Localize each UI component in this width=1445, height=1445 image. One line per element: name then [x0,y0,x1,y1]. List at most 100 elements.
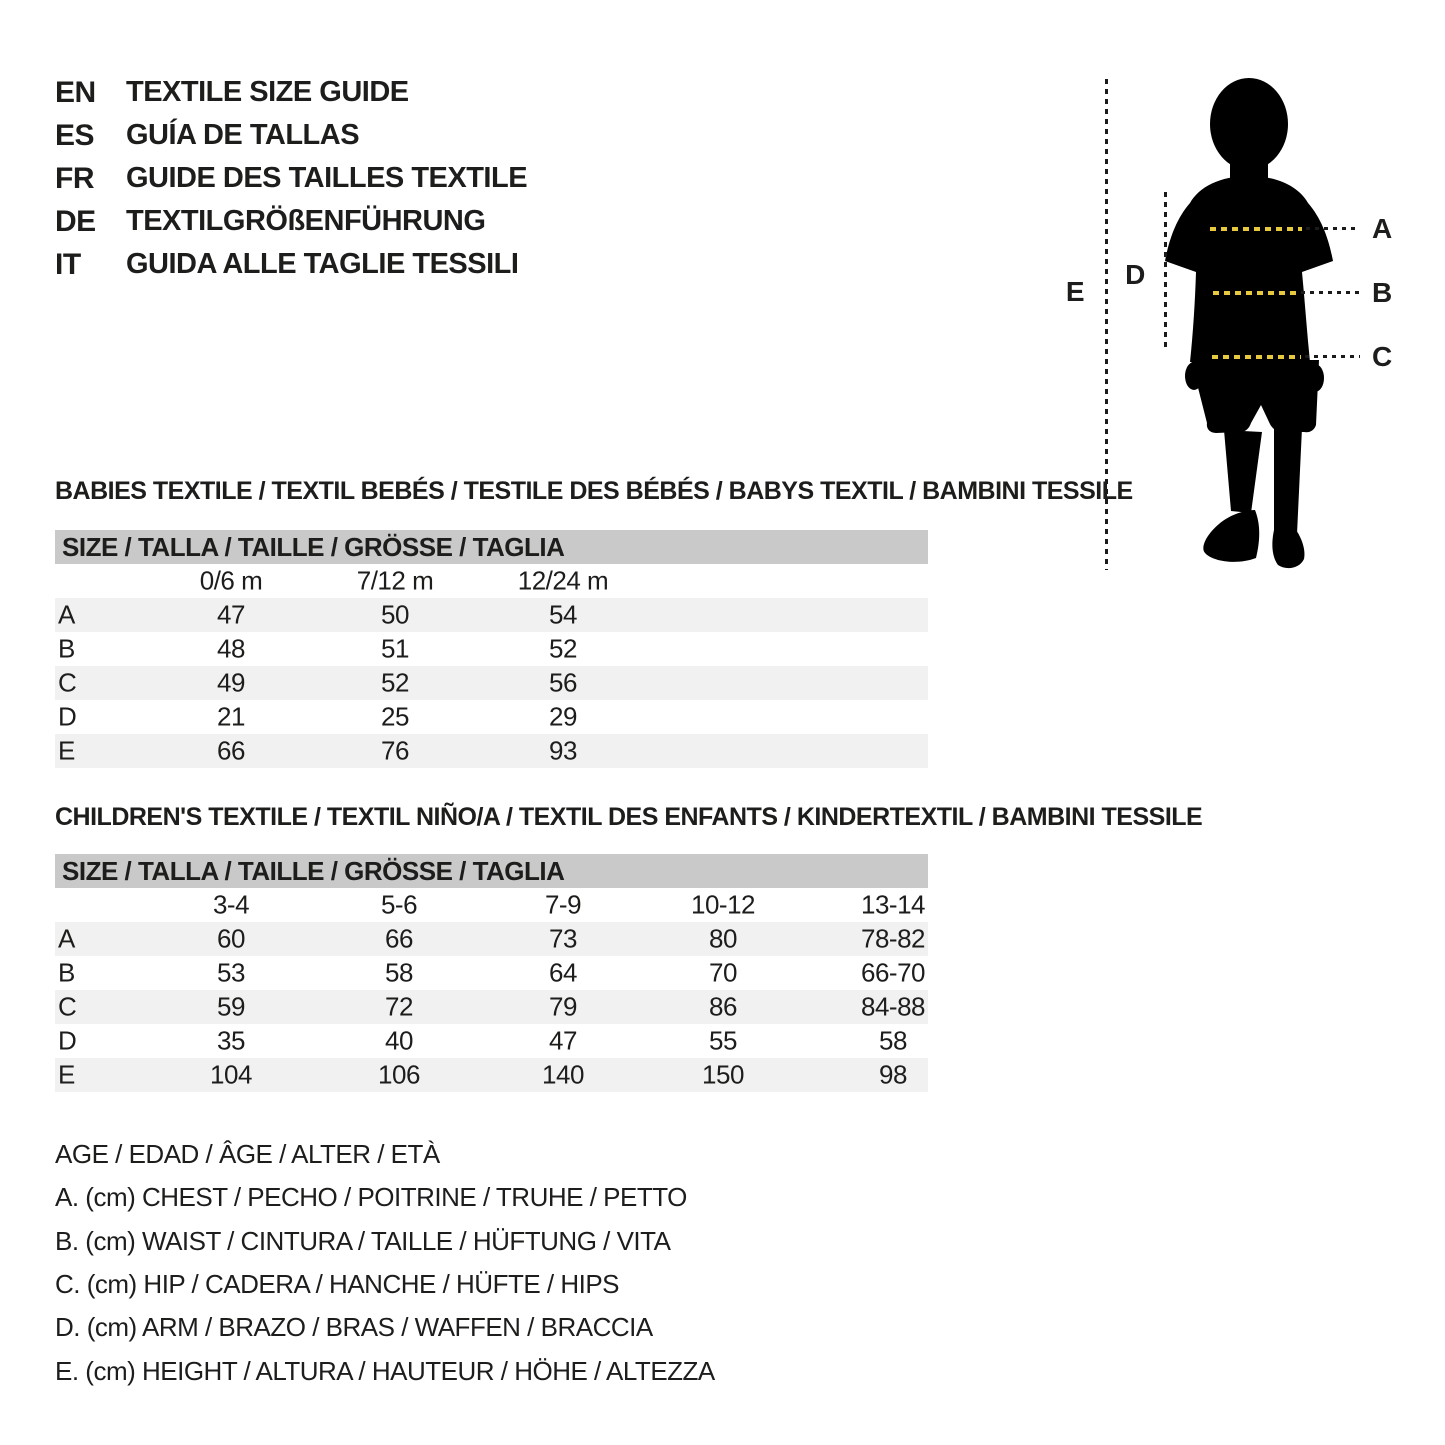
children-row-a: A 60 66 73 80 78-82 [55,922,928,956]
table-cell: 49 [217,667,245,698]
table-cell: 66 [217,735,245,766]
legend-waist: B. (cm) WAIST / CINTURA / TAILLE / HÜFTU… [55,1225,671,1256]
babies-row-d: D 21 25 29 [55,700,928,734]
measurement-figure: A B C D E [1050,60,1445,590]
table-cell: 48 [217,633,245,664]
figure-marker-e: E [1065,276,1085,307]
babies-row-e: E 66 76 93 [55,734,928,768]
babies-size-bar-label: SIZE / TALLA / TAILLE / GRÖSSE / TAGLIA [62,531,565,562]
table-cell: 59 [217,991,245,1022]
chest-dotted-extension-a [1306,227,1360,230]
table-cell: 53 [217,957,245,988]
table-cell: 64 [549,957,577,988]
table-cell: 66 [385,923,413,954]
lang-row-es: ES GUÍA DE TALLAS [55,114,527,157]
legend-chest: A. (cm) CHEST / PECHO / POITRINE / TRUHE… [55,1182,687,1213]
height-dotted-line-e [1105,79,1108,570]
table-cell: 21 [217,701,245,732]
figure-marker-a: A [1372,213,1392,244]
babies-col-header-2: 7/12 m [356,565,434,596]
lang-code-en: EN [55,75,96,109]
table-cell: 51 [381,633,409,664]
waist-dotted-extension-b [1301,291,1360,294]
table-cell: 35 [217,1025,245,1056]
table-cell: 98 [879,1059,907,1090]
table-cell: 60 [217,923,245,954]
measurement-legend: AGE / EDAD / ÂGE / ALTER / ETÀ A. (cm) C… [55,1133,715,1393]
lang-title-fr: GUIDE DES TAILLES TEXTILE [126,162,528,194]
waist-dash-line-b [1213,291,1297,295]
table-cell: 52 [549,633,577,664]
table-cell: 76 [381,735,409,766]
chest-dash-line-a [1210,227,1302,231]
children-col-header-5: 13-14 [861,889,926,920]
row-label: D [58,1025,77,1056]
children-table: SIZE / TALLA / TAILLE / GRÖSSE / TAGLIA … [55,854,928,1092]
legend-hip: C. (cm) HIP / CADERA / HANCHE / HÜFTE / … [55,1269,620,1300]
row-label: B [58,633,75,664]
row-label: E [58,735,75,766]
row-label: A [58,923,75,954]
lang-row-it: IT GUIDA ALLE TAGLIE TESSILI [55,243,527,286]
table-cell: 79 [549,991,577,1022]
arm-dotted-line-d [1164,192,1167,347]
lang-title-es: GUÍA DE TALLAS [126,119,360,151]
babies-column-headers: 0/6 m 7/12 m 12/24 m [55,564,928,598]
children-col-header-2: 5-6 [380,889,418,920]
children-size-bar: SIZE / TALLA / TAILLE / GRÖSSE / TAGLIA [55,854,928,888]
children-col-header-4: 10-12 [691,889,756,920]
babies-heading: BABIES TEXTILE / TEXTIL BEBÉS / TESTILE … [55,477,1133,505]
legend-arm: D. (cm) ARM / BRAZO / BRAS / WAFFEN / BR… [55,1312,653,1343]
children-size-bar-label: SIZE / TALLA / TAILLE / GRÖSSE / TAGLIA [62,855,565,886]
language-title-block: EN TEXTILE SIZE GUIDE ES GUÍA DE TALLAS … [55,71,528,286]
babies-size-bar: SIZE / TALLA / TAILLE / GRÖSSE / TAGLIA [55,530,928,564]
lang-code-fr: FR [55,161,95,195]
row-label: B [58,957,75,988]
table-cell: 55 [709,1025,737,1056]
lang-title-de: TEXTILGRÖßENFÜHRUNG [126,205,486,237]
children-col-header-3: 7-9 [544,889,582,920]
table-cell: 52 [381,667,409,698]
table-cell: 80 [709,923,737,954]
table-cell: 56 [549,667,577,698]
babies-col-header-1: 0/6 m [199,565,263,596]
table-cell: 73 [549,923,577,954]
figure-marker-b: B [1372,277,1392,308]
child-silhouette-image [1165,78,1333,569]
lang-title-en: TEXTILE SIZE GUIDE [126,76,409,108]
table-cell: 40 [385,1025,413,1056]
children-col-header-1: 3-4 [212,889,250,920]
table-cell: 93 [549,735,577,766]
table-cell: 54 [549,599,577,630]
table-cell: 50 [381,599,409,630]
lang-code-es: ES [55,118,95,152]
babies-row-b: B 48 51 52 [55,632,928,666]
babies-row-c: C 49 52 56 [55,666,928,700]
children-row-d: D 35 40 47 55 58 [55,1024,928,1058]
table-cell: 47 [549,1025,577,1056]
row-label: C [58,991,77,1022]
table-cell: 70 [709,957,737,988]
children-row-b: B 53 58 64 70 66-70 [55,956,928,990]
legend-height: E. (cm) HEIGHT / ALTURA / HAUTEUR / HÖHE… [55,1355,715,1386]
babies-table: SIZE / TALLA / TAILLE / GRÖSSE / TAGLIA … [55,530,928,768]
table-cell: 78-82 [861,923,926,954]
table-cell: 29 [549,701,577,732]
children-column-headers: 3-4 5-6 7-9 10-12 13-14 [55,888,928,922]
lang-row-fr: FR GUIDE DES TAILLES TEXTILE [55,157,528,200]
table-cell: 58 [879,1025,907,1056]
table-cell: 25 [381,701,409,732]
lang-code-it: IT [55,247,81,281]
row-label: A [58,599,75,630]
figure-marker-c: C [1372,341,1392,372]
lang-title-it: GUIDA ALLE TAGLIE TESSILI [126,248,519,280]
table-cell: 86 [709,991,737,1022]
table-cell: 106 [378,1059,420,1090]
table-cell: 66-70 [861,957,926,988]
table-cell: 84-88 [861,991,926,1022]
lang-row-en: EN TEXTILE SIZE GUIDE [55,71,527,114]
table-cell: 58 [385,957,413,988]
table-cell: 140 [542,1059,584,1090]
children-row-c: C 59 72 79 86 84-88 [55,990,928,1024]
children-heading: CHILDREN'S TEXTILE / TEXTIL NIÑO/A / TEX… [55,803,1203,831]
